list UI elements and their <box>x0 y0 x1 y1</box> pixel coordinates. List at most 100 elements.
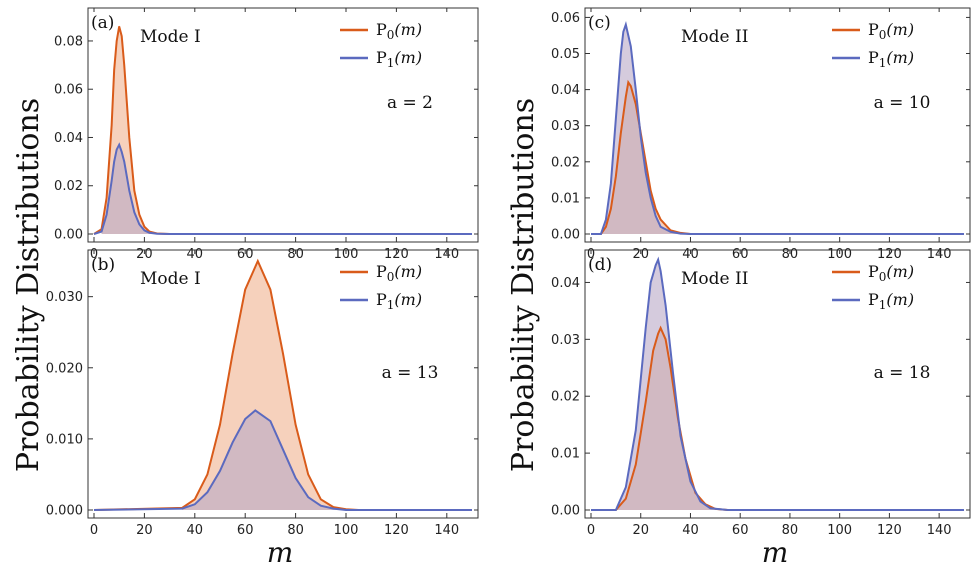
x-tick-label: 120 <box>384 523 409 538</box>
y-tick-label: 0.04 <box>551 83 580 98</box>
y-tick-label: 0.03 <box>551 333 580 348</box>
data-point <box>679 435 682 437</box>
panel-label: (c) <box>588 13 611 33</box>
data-point <box>128 136 130 139</box>
data-point <box>615 175 617 177</box>
data-point <box>672 372 674 375</box>
plot-frame <box>584 249 971 519</box>
data-point <box>126 175 128 177</box>
y-tick-label: 0.02 <box>551 390 580 405</box>
x-tick-label: 100 <box>334 523 359 538</box>
data-point <box>113 161 115 163</box>
x-tick-label: 60 <box>732 247 749 262</box>
series-fill-1 <box>94 144 472 234</box>
data-point <box>254 409 256 412</box>
x-tick-label: 20 <box>136 523 153 538</box>
data-point <box>669 367 672 369</box>
legend-entry: P1(m) <box>376 290 422 312</box>
data-point <box>126 100 128 102</box>
x-tick-label: 60 <box>237 247 254 262</box>
y-tick-label: 0.02 <box>551 155 580 170</box>
x-tick-label: 40 <box>187 523 204 538</box>
x-tick-label: 100 <box>827 247 852 262</box>
data-point <box>655 264 657 266</box>
legend-entry: P0(m) <box>868 20 914 42</box>
data-point <box>650 190 652 192</box>
x-tick-label: 0 <box>587 523 595 538</box>
data-point <box>282 352 284 355</box>
parameter-label: a = 18 <box>874 363 931 383</box>
plot-frame <box>87 249 479 519</box>
data-point <box>128 189 130 192</box>
data-point <box>660 226 662 228</box>
x-tick-label: 140 <box>927 247 952 262</box>
data-point <box>133 189 135 192</box>
data-point <box>106 197 108 199</box>
data-point <box>257 260 259 262</box>
data-point <box>118 25 120 28</box>
panel-d: 0 20 40 60 80 100 120 140 0.00 0.01 0.02 0.03 0.04 (d… <box>551 249 971 538</box>
data-point <box>660 327 662 329</box>
y-tick-label: 0.04 <box>54 131 83 146</box>
series-fill-1 <box>591 24 964 235</box>
data-point <box>650 197 652 199</box>
y-tick-label: 0.020 <box>46 361 83 376</box>
data-point <box>133 211 135 213</box>
data-point <box>111 180 113 182</box>
x-tick-label: 0 <box>587 247 595 262</box>
data-point <box>106 214 108 216</box>
data-point <box>665 338 667 340</box>
y-axis-label: Probability Distributions <box>11 98 46 472</box>
x-tick-label: 20 <box>632 247 649 262</box>
data-point <box>156 233 158 235</box>
parameter-label: a = 2 <box>387 93 433 113</box>
data-point <box>605 226 607 228</box>
data-point <box>206 473 208 476</box>
y-tick-label: 0.04 <box>551 276 580 291</box>
mode-label: Mode I <box>140 27 201 47</box>
y-tick-label: 0.06 <box>551 11 580 26</box>
data-point <box>320 505 322 507</box>
data-point <box>269 420 271 422</box>
x-tick-label: 140 <box>927 523 952 538</box>
y-tick-label: 0.00 <box>551 504 580 519</box>
x-tick-label: 40 <box>682 523 699 538</box>
x-tick-label: 40 <box>187 247 204 262</box>
data-point <box>610 208 612 210</box>
data-point <box>645 161 647 163</box>
y-tick-label: 0.00 <box>54 228 83 243</box>
data-point <box>295 477 297 479</box>
data-point <box>113 69 115 71</box>
data-point <box>650 281 652 284</box>
data-point <box>635 429 637 431</box>
series-line-1 <box>93 142 472 235</box>
data-point <box>194 498 196 500</box>
data-point <box>123 161 125 163</box>
x-tick-label: 20 <box>136 247 153 262</box>
mode-label: Mode I <box>140 269 201 289</box>
data-point <box>660 218 662 221</box>
data-point <box>689 480 692 483</box>
data-point <box>358 509 360 511</box>
data-point <box>630 45 632 47</box>
x-tick-label: 80 <box>782 247 799 262</box>
parameter-label: a = 13 <box>382 363 439 383</box>
data-point <box>625 486 627 488</box>
data-point <box>232 441 234 444</box>
data-point <box>116 148 118 151</box>
data-point <box>727 509 729 511</box>
data-point <box>625 96 627 98</box>
x-tick-label: 80 <box>287 523 304 538</box>
x-tick-label: 120 <box>877 523 902 538</box>
legend-entry: P0(m) <box>376 20 422 42</box>
y-tick-label: 0.000 <box>46 504 83 519</box>
data-point <box>620 52 622 55</box>
panel-a: 0 20 40 60 80 100 120 140 0.00 0.02 0.04 0.06 0.08 (a… <box>54 7 479 262</box>
data-point <box>630 85 632 87</box>
y-tick-label: 0.05 <box>551 47 580 62</box>
data-point <box>100 230 103 233</box>
mode-label: Mode II <box>681 27 748 47</box>
data-point <box>169 233 171 235</box>
panels: 0 20 40 60 80 100 120 140 0.00 0.02 0.04 0.06 0.08 (a… <box>46 7 971 538</box>
